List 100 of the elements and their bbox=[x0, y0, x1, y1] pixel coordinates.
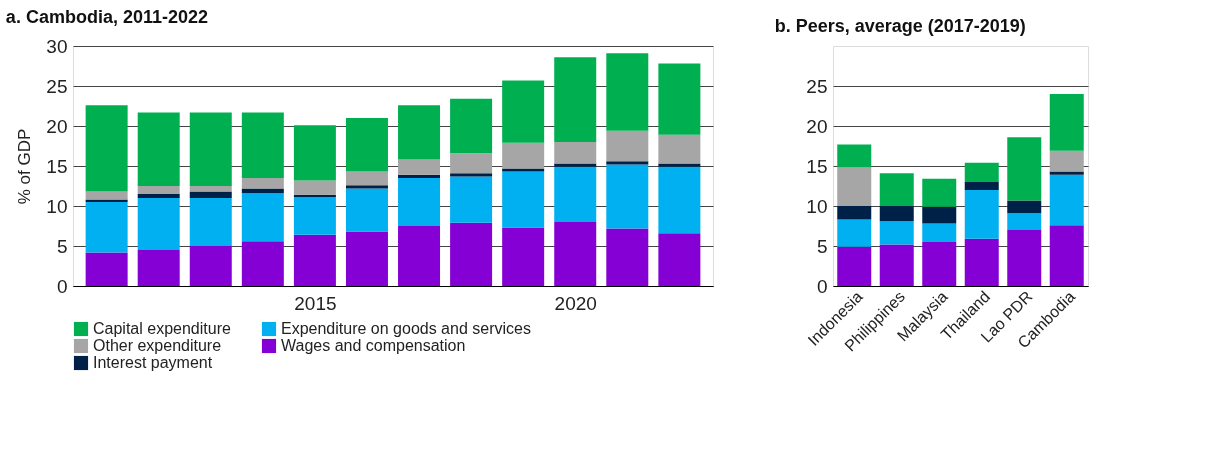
bar bbox=[293, 234, 336, 286]
bar bbox=[241, 193, 284, 242]
y-tick-label: 25 bbox=[46, 75, 68, 97]
bar bbox=[922, 178, 957, 207]
bar bbox=[554, 166, 597, 222]
bar bbox=[1049, 94, 1084, 151]
chart-title: b. Peers, average (2017-2019) bbox=[774, 16, 1026, 36]
bar bbox=[922, 206, 957, 224]
bar bbox=[398, 174, 441, 178]
bar bbox=[85, 191, 128, 200]
bar bbox=[606, 161, 649, 165]
bar bbox=[658, 63, 701, 135]
legend-label: Interest payment bbox=[93, 354, 213, 371]
bar bbox=[964, 238, 999, 286]
y-tick-label: 5 bbox=[816, 235, 828, 257]
bar bbox=[606, 164, 649, 229]
bar bbox=[345, 188, 388, 232]
bar bbox=[345, 171, 388, 186]
bar bbox=[554, 163, 597, 167]
bar bbox=[502, 168, 545, 172]
chart-title: a. Cambodia, 2011-2022 bbox=[5, 7, 208, 27]
bar bbox=[137, 194, 180, 198]
bar bbox=[502, 171, 545, 228]
bar bbox=[879, 221, 914, 245]
bar bbox=[137, 198, 180, 250]
bar bbox=[137, 186, 180, 194]
bar bbox=[85, 202, 128, 253]
y-tick-label: 0 bbox=[56, 275, 68, 297]
bar bbox=[398, 178, 441, 226]
bar bbox=[879, 173, 914, 206]
legend-label: Other expenditure bbox=[93, 337, 222, 354]
x-tick-label: 2015 bbox=[294, 292, 337, 314]
bar bbox=[398, 105, 441, 160]
y-tick-label: 25 bbox=[806, 75, 828, 97]
bar bbox=[606, 228, 649, 286]
bar bbox=[450, 98, 493, 154]
bar bbox=[658, 166, 701, 234]
bar bbox=[922, 242, 957, 286]
y-tick-label: 15 bbox=[806, 155, 828, 177]
legend-label: Wages and compensation bbox=[281, 337, 466, 354]
bar bbox=[189, 198, 232, 246]
bar bbox=[1049, 171, 1084, 175]
bar bbox=[189, 246, 232, 286]
bar bbox=[1049, 225, 1084, 286]
bar bbox=[241, 188, 284, 194]
bar bbox=[964, 182, 999, 190]
bar bbox=[85, 105, 128, 192]
bar bbox=[658, 163, 701, 167]
bar bbox=[658, 134, 701, 164]
bar bbox=[837, 219, 872, 247]
bar bbox=[837, 246, 872, 286]
bar bbox=[85, 252, 128, 286]
y-tick-label: 5 bbox=[56, 235, 68, 257]
bar bbox=[345, 118, 388, 172]
bar bbox=[189, 191, 232, 198]
y-tick-label: 0 bbox=[816, 275, 828, 297]
bar bbox=[241, 112, 284, 178]
bar bbox=[450, 153, 493, 174]
bar bbox=[345, 231, 388, 286]
bar bbox=[293, 180, 336, 195]
y-tick-label: 15 bbox=[46, 155, 68, 177]
bar bbox=[1049, 150, 1084, 172]
x-tick-label: 2020 bbox=[554, 292, 597, 314]
bar bbox=[606, 53, 649, 131]
y-tick-label: 30 bbox=[46, 35, 68, 57]
bar bbox=[1007, 137, 1042, 201]
bar bbox=[450, 173, 493, 177]
y-tick-label: 10 bbox=[46, 195, 68, 217]
bar bbox=[1007, 230, 1042, 286]
bar bbox=[1007, 200, 1042, 214]
bar bbox=[837, 167, 872, 206]
bar bbox=[1007, 213, 1042, 230]
bar bbox=[137, 112, 180, 186]
bar bbox=[137, 250, 180, 286]
bar bbox=[554, 222, 597, 286]
legend-label: Capital expenditure bbox=[93, 320, 231, 337]
bar bbox=[189, 112, 232, 186]
legend-label: Expenditure on goods and services bbox=[281, 320, 531, 337]
bar bbox=[554, 142, 597, 164]
y-tick-label: 10 bbox=[806, 195, 828, 217]
y-tick-label: 20 bbox=[46, 115, 68, 137]
bar bbox=[964, 162, 999, 182]
y-tick-label: 20 bbox=[806, 115, 828, 137]
bar bbox=[879, 206, 914, 222]
bar bbox=[964, 190, 999, 239]
bar bbox=[1049, 174, 1084, 226]
bar bbox=[293, 125, 336, 181]
bar bbox=[241, 241, 284, 286]
bar bbox=[450, 222, 493, 286]
bar bbox=[837, 144, 872, 168]
bar bbox=[398, 226, 441, 286]
bar bbox=[922, 223, 957, 242]
y-axis-title: % of GDP bbox=[15, 128, 35, 205]
bar bbox=[502, 142, 545, 169]
bar bbox=[189, 186, 232, 192]
bar bbox=[293, 197, 336, 235]
bar bbox=[554, 57, 597, 142]
bar bbox=[450, 176, 493, 223]
bar bbox=[502, 80, 545, 143]
bar bbox=[658, 233, 701, 286]
